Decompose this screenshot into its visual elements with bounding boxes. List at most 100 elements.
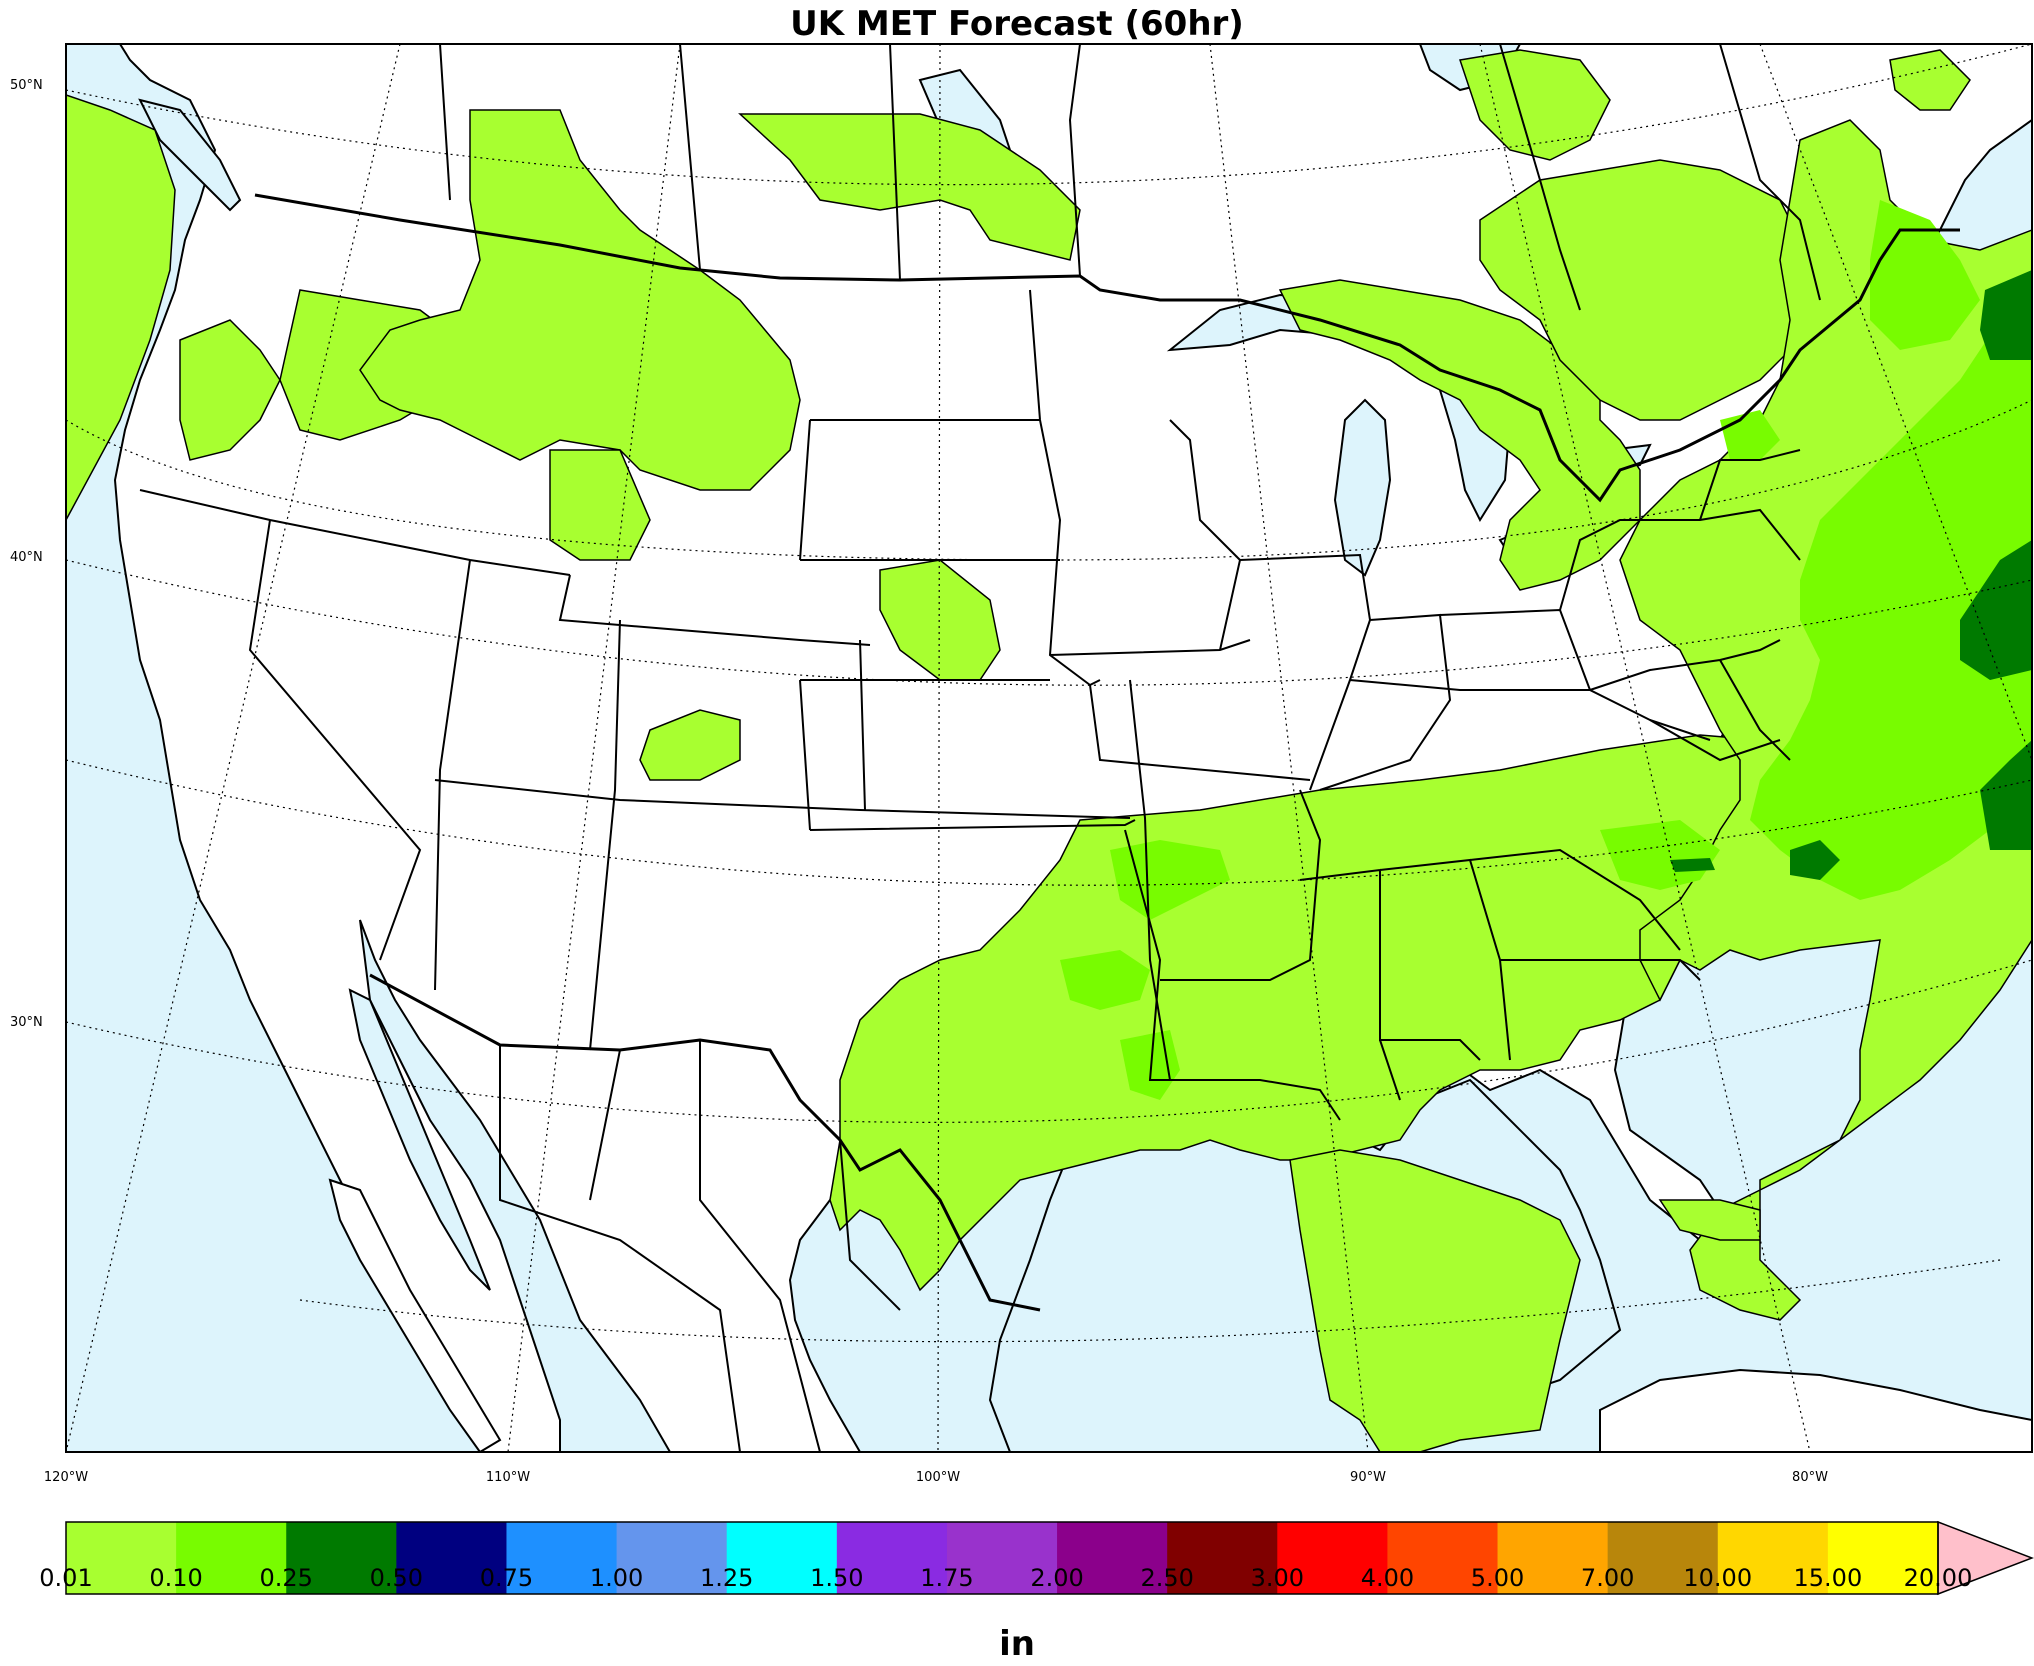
colorbar-segments <box>66 1522 1939 1594</box>
precip-area-arkansas <box>1110 840 1230 920</box>
colorbar-segment <box>396 1522 507 1594</box>
precip-layer-0-25 <box>1670 270 2032 880</box>
colorbar-tick-label: 1.25 <box>699 1564 754 1592</box>
meridian-80w <box>1479 44 1811 1452</box>
precip-area-florida <box>1658 1199 1761 1241</box>
colorbar-tick-label: 15.00 <box>1793 1564 1863 1592</box>
colorbar-tick-label: 20.00 <box>1903 1564 1973 1592</box>
colorbar-tick-label: 2.00 <box>1030 1564 1084 1592</box>
colorbar-segment <box>1607 1522 1719 1594</box>
colorbar-segment <box>1167 1522 1278 1594</box>
colorbar-segment <box>946 1522 1058 1594</box>
colorbar-tick-label: 2.50 <box>1140 1564 1194 1592</box>
puget-sound <box>138 98 242 212</box>
colorbar-segment <box>616 1522 728 1594</box>
political-borders <box>139 44 1960 1452</box>
colorbar-unit-label: in <box>999 1624 1035 1664</box>
state-lines-east <box>1559 449 1801 762</box>
parallel-45n <box>66 399 2032 561</box>
state-lines-southeast <box>1124 789 1701 1121</box>
precip-area-idaho-wy <box>549 449 651 561</box>
precip-layer-0-10 <box>1060 200 2032 1100</box>
gulf-of-california <box>348 988 491 1291</box>
meridian-70w <box>1759 44 2032 761</box>
colorbar-segment <box>66 1522 177 1594</box>
meridian-110w <box>507 44 681 1452</box>
colorbar-tick-label: 1.00 <box>589 1564 644 1592</box>
lon-label-110w: 110°W <box>485 1470 531 1485</box>
colorbar-segment <box>1387 1522 1499 1594</box>
meridian-90w <box>1209 44 1369 1452</box>
precip-area-sc-dark <box>1670 858 1715 872</box>
precip-area-atlantic-dark-3 <box>1980 740 2032 850</box>
precip-area-pacific-nw <box>66 94 176 521</box>
parallel-35n <box>66 759 2032 886</box>
precip-area-carolinas <box>1600 820 1720 890</box>
colorbar-tick-label: 0.10 <box>149 1564 203 1592</box>
map-frame <box>65 43 2033 1453</box>
colorbar-tick-label: 0.75 <box>479 1564 534 1592</box>
colorbar-segment <box>1497 1522 1609 1594</box>
meridian-100w <box>937 44 941 1452</box>
lon-label-100w: 100°W <box>915 1470 961 1485</box>
colorbar-tick-label: 0.25 <box>259 1564 313 1592</box>
precip-area-quebec <box>1459 49 1611 161</box>
precip-area-hudson <box>1889 49 1971 111</box>
colorbar-segment <box>726 1522 838 1594</box>
colorbar-tick-label: 0.50 <box>369 1564 424 1592</box>
canada-province-lines <box>439 44 1821 311</box>
colorbar-tick-label: 7.00 <box>1580 1564 1635 1592</box>
colorbar-tick-label: 4.00 <box>1360 1564 1415 1592</box>
cuba <box>1599 1368 2032 1452</box>
colorbar-segment <box>1277 1522 1388 1594</box>
precip-area-atlantic-main <box>1750 290 2032 900</box>
precip-area-carolina-coast-dark <box>1790 840 1840 880</box>
precip-area-atlantic-dark-1 <box>1980 270 2032 360</box>
colorbar-frame <box>65 1521 1939 1595</box>
precip-area-gulf-coast <box>1289 1149 1581 1452</box>
colorbar-segment <box>1057 1522 1168 1594</box>
state-lines-west <box>139 489 1171 1081</box>
parallel-30n <box>66 959 2032 1123</box>
colorbar-tick-label: 0.01 <box>39 1564 93 1592</box>
precip-area-washington <box>179 319 281 461</box>
precip-area-great-lakes <box>1278 279 1641 591</box>
mexico-state-lines <box>499 1040 901 1452</box>
colorbar-segment <box>836 1522 948 1594</box>
graticule <box>66 44 2032 1452</box>
colorbar <box>65 1520 2034 1596</box>
lat-label-30n: 30°N <box>10 1015 43 1030</box>
colorbar-segment <box>176 1522 287 1594</box>
lon-label-120w: 120°W <box>43 1470 89 1485</box>
lon-label-90w: 90°W <box>1350 1470 1386 1485</box>
colorbar-tick-label: 10.00 <box>1683 1564 1753 1592</box>
precip-area-ontario <box>1479 159 1821 421</box>
map-title: UK MET Forecast (60hr) <box>790 4 1244 44</box>
lat-label-50n: 50°N <box>10 78 43 93</box>
us-canada-border <box>254 193 1960 503</box>
colorbar-segment <box>1717 1522 1829 1594</box>
precip-area-colorado <box>639 709 741 781</box>
colorbar-tick-label: 3.00 <box>1250 1564 1304 1592</box>
baja-peninsula <box>328 1178 502 1452</box>
state-lines-plains <box>799 289 1251 831</box>
colorbar-segment <box>1827 1522 1939 1594</box>
colorbar-segment <box>506 1522 618 1594</box>
colorbar-tick-label: 5.00 <box>1470 1564 1525 1592</box>
parallel-40n <box>66 559 2032 686</box>
precip-area-texas-east <box>1060 950 1150 1010</box>
lake-michigan <box>1333 398 1392 577</box>
precip-area-new-england <box>1870 200 1980 350</box>
state-lines-central <box>1089 419 1711 791</box>
lon-label-80w: 80°W <box>1792 1470 1828 1485</box>
colorbar-tick-label: 1.50 <box>810 1564 864 1592</box>
colorbar-tick-label: 1.75 <box>920 1564 974 1592</box>
precip-area-saskatchewan <box>738 113 1081 261</box>
meridian-120w <box>66 44 401 1452</box>
parallel-50n <box>66 44 2032 186</box>
precip-layer-0-01 <box>66 49 2032 1452</box>
colorbar-segment <box>286 1522 397 1594</box>
precip-area-atlantic-dark-2 <box>1960 540 2032 680</box>
lat-label-40n: 40°N <box>10 550 43 565</box>
